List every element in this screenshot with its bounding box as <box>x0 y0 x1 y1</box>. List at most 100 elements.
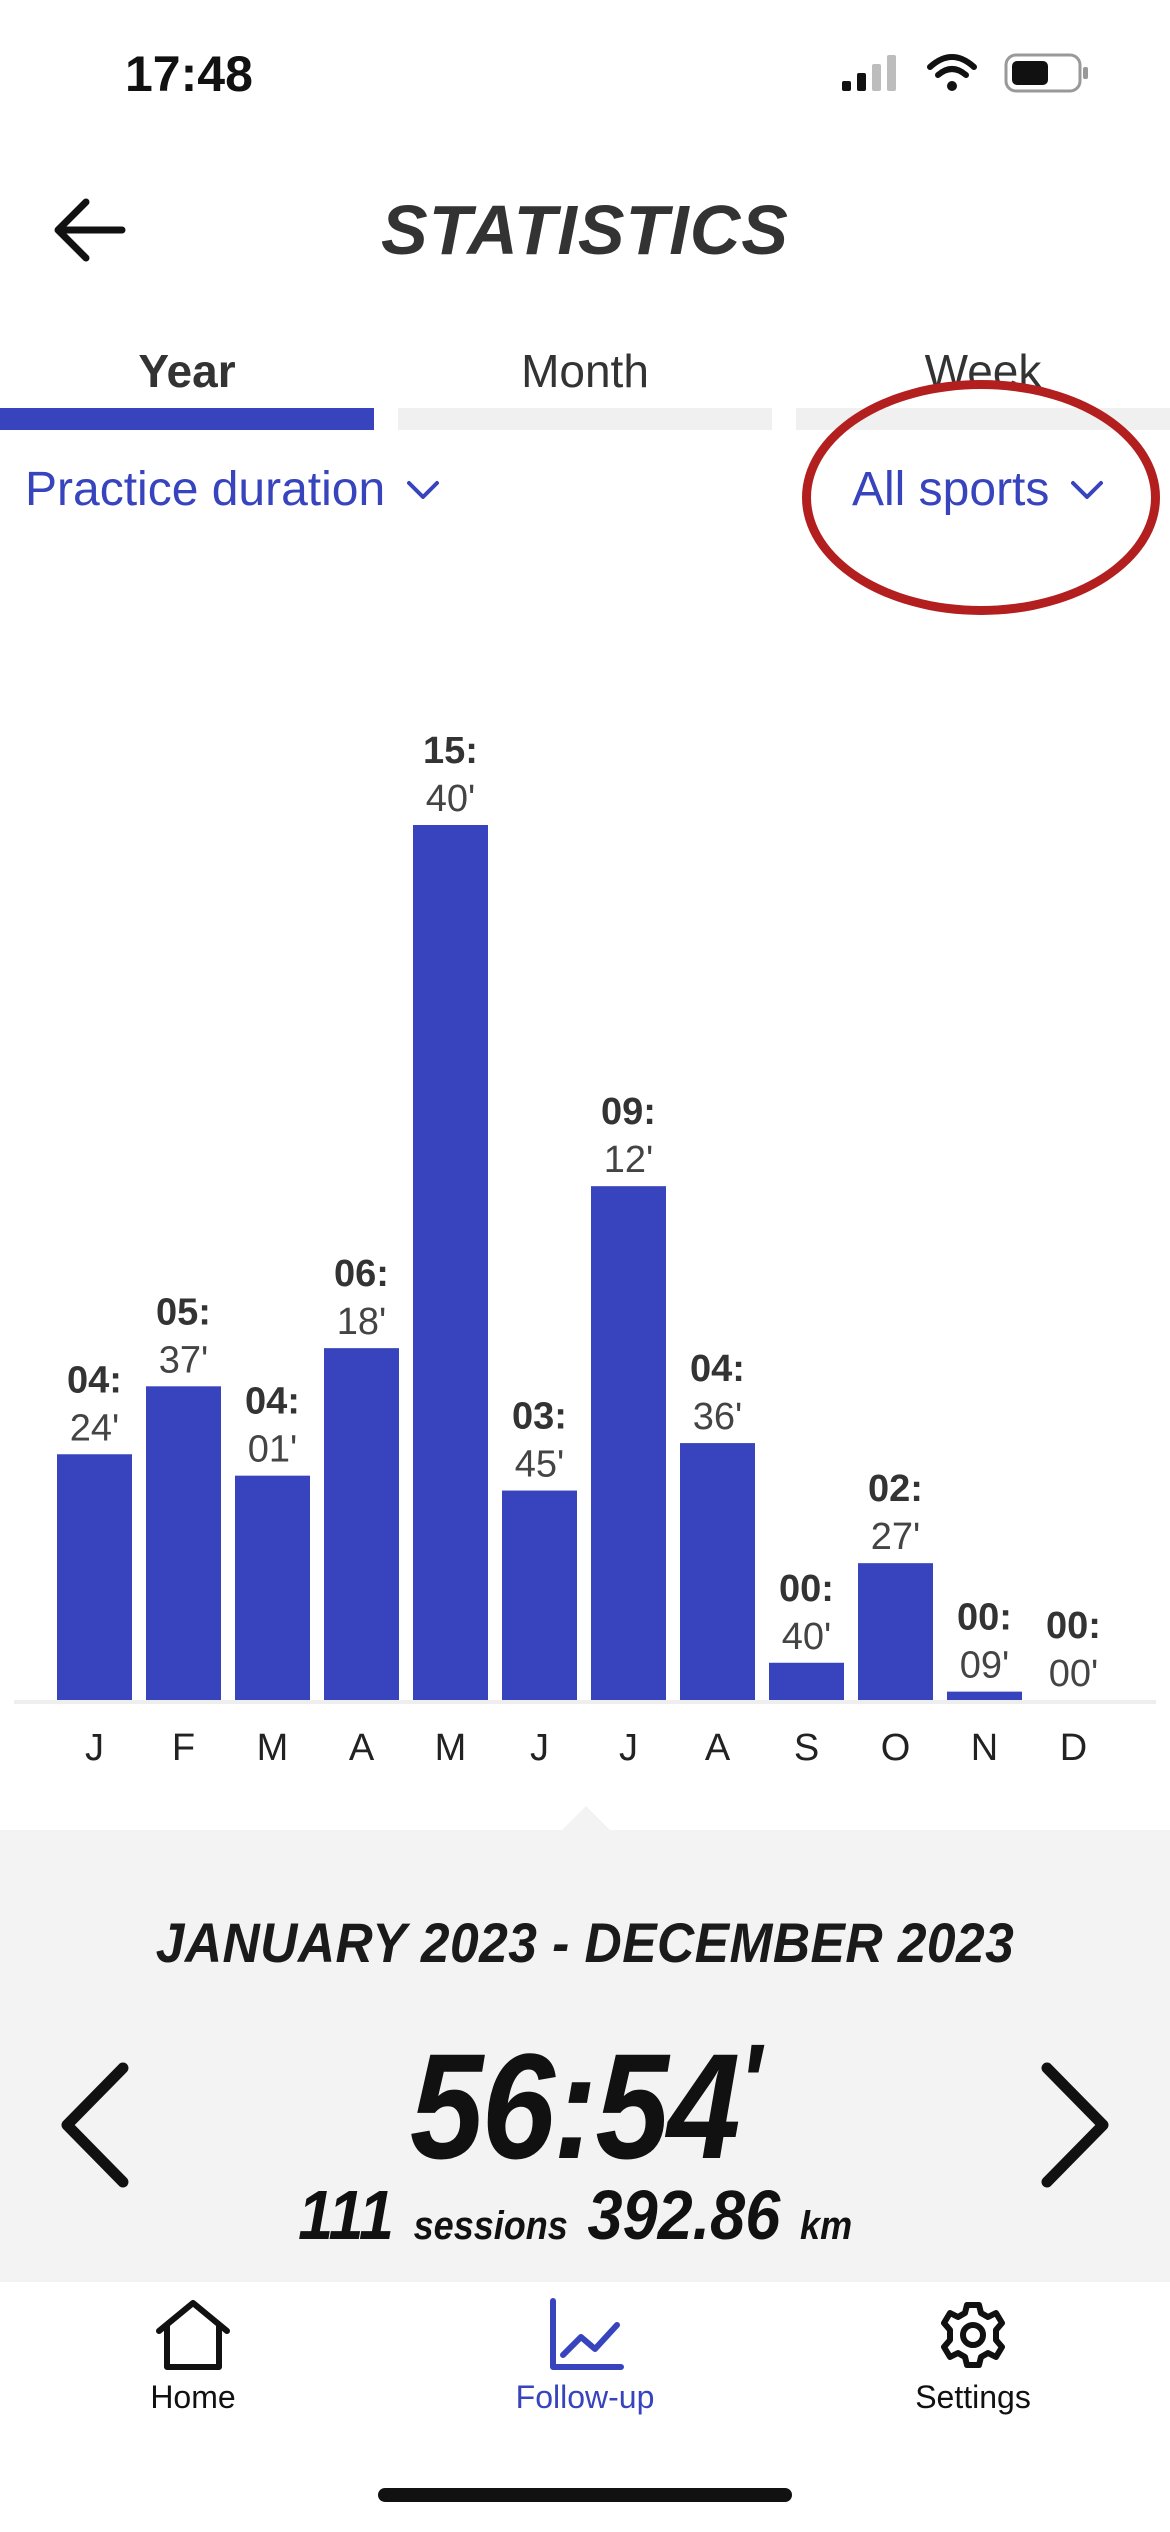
bar-label-minutes-3: 18' <box>337 1301 387 1343</box>
bar-0[interactable] <box>57 1454 132 1700</box>
bar-label-hours-0: 04: <box>67 1359 122 1401</box>
metric-dropdown[interactable]: Practice duration <box>25 462 441 517</box>
bar-label-minutes-8: 40' <box>782 1616 832 1658</box>
nav-home[interactable]: Home <box>73 2297 313 2427</box>
status-time: 17:48 <box>125 46 253 102</box>
bar-1[interactable] <box>146 1386 221 1700</box>
bar-label-hours-4: 15: <box>423 730 478 772</box>
bar-label-minutes-7: 36' <box>693 1396 743 1438</box>
tab-year-indicator <box>0 408 374 430</box>
monthly-duration-chart: 04: 24' J 05: 37' F 04: 01' M 06: 18' A 15: 40' M 03: 45… <box>14 730 1156 1769</box>
status-icons <box>840 52 1090 94</box>
gear-icon <box>941 2302 1005 2368</box>
bar-6[interactable] <box>591 1186 666 1700</box>
bar-label-hours-9: 02: <box>868 1468 923 1510</box>
filters-row: Practice duration All sports <box>0 450 1170 550</box>
nav-follow-up-label: Follow-up <box>515 2379 655 2415</box>
chevron-right-icon <box>1041 2062 1109 2188</box>
bar-label-minutes-6: 12' <box>604 1139 654 1181</box>
nav-home-label: Home <box>150 2379 236 2415</box>
tab-week-indicator <box>796 408 1170 430</box>
period-tabs: Year Month Week <box>0 330 1170 430</box>
tab-year-label: Year <box>138 345 236 397</box>
bar-label-hours-10: 00: <box>957 1597 1012 1639</box>
bar-label-hours-3: 06: <box>334 1253 389 1295</box>
chevron-down-icon <box>407 480 440 499</box>
header: STATISTICS <box>0 170 1170 290</box>
bar-8[interactable] <box>769 1662 844 1700</box>
tab-month[interactable]: Month <box>398 330 772 430</box>
chevron-down-icon <box>1071 480 1104 499</box>
bar-label-hours-7: 04: <box>690 1348 745 1390</box>
status-bar: 17:48 <box>0 0 1170 150</box>
x-tick-label-2: M <box>257 1727 289 1769</box>
summary-notch <box>562 1806 610 1830</box>
nav-settings-label: Settings <box>915 2379 1031 2415</box>
x-tick-label-10: N <box>971 1727 998 1769</box>
bar-label-minutes-4: 40' <box>426 778 476 820</box>
sport-dropdown[interactable]: All sports <box>852 462 1105 517</box>
bar-label-hours-11: 00: <box>1046 1605 1101 1647</box>
sessions-value: 111 <box>298 2176 394 2254</box>
summary-total-suffix: ' <box>738 2022 762 2145</box>
bar-label-minutes-9: 27' <box>871 1516 921 1558</box>
bar-label-minutes-1: 37' <box>159 1339 209 1381</box>
summary-period: JANUARY 2023 - DECEMBER 2023 <box>155 1911 1015 1974</box>
tab-month-indicator <box>398 408 772 430</box>
bar-label-minutes-10: 09' <box>960 1645 1010 1687</box>
bar-label-minutes-5: 45' <box>515 1444 565 1486</box>
bar-2[interactable] <box>235 1475 310 1700</box>
metric-dropdown-label: Practice duration <box>25 463 386 516</box>
distance-unit: km <box>800 2204 853 2248</box>
bar-label-hours-8: 00: <box>779 1568 834 1610</box>
bar-5[interactable] <box>502 1490 577 1700</box>
x-tick-label-5: J <box>530 1727 549 1769</box>
battery-icon <box>1004 53 1088 93</box>
bar-label-hours-2: 04: <box>245 1381 300 1423</box>
sessions-label: sessions <box>413 2204 568 2248</box>
x-tick-label-0: J <box>85 1727 104 1769</box>
previous-period-button[interactable] <box>50 2055 140 2195</box>
page-title: STATISTICS <box>381 191 789 269</box>
summary-total-duration: 56:54' <box>70 2020 1100 2193</box>
nav-settings[interactable]: Settings <box>853 2297 1093 2427</box>
next-period-button[interactable] <box>1030 2055 1120 2195</box>
x-tick-label-3: A <box>349 1727 375 1769</box>
bar-4[interactable] <box>413 825 488 1700</box>
bar-label-minutes-11: 00' <box>1049 1653 1099 1695</box>
summary-stats: 111 sessions 392.86 km <box>59 2175 1112 2255</box>
x-tick-label-6: J <box>619 1727 638 1769</box>
bar-3[interactable] <box>324 1348 399 1700</box>
tab-week[interactable]: Week <box>796 330 1170 430</box>
bar-label-hours-5: 03: <box>512 1396 567 1438</box>
home-indicator <box>378 2488 792 2502</box>
sport-dropdown-label: All sports <box>852 463 1050 516</box>
home-icon <box>156 2300 230 2370</box>
back-button[interactable] <box>40 180 140 280</box>
x-tick-label-8: S <box>794 1727 819 1769</box>
bar-9[interactable] <box>858 1563 933 1700</box>
chevron-left-icon <box>61 2062 129 2188</box>
signal-icon <box>842 55 896 91</box>
summary-panel: JANUARY 2023 - DECEMBER 2023 56:54' 111 s… <box>0 1806 1170 2282</box>
bar-label-minutes-2: 01' <box>248 1429 298 1471</box>
arrow-left-icon <box>54 198 126 262</box>
tab-month-label: Month <box>521 345 649 397</box>
x-tick-label-4: M <box>435 1727 467 1769</box>
x-tick-label-7: A <box>705 1727 731 1769</box>
x-tick-label-9: O <box>881 1727 911 1769</box>
bar-7[interactable] <box>680 1443 755 1700</box>
distance-value: 392.86 <box>587 2176 781 2254</box>
nav-follow-up[interactable]: Follow-up <box>465 2297 705 2427</box>
bar-label-hours-6: 09: <box>601 1091 656 1133</box>
summary-total-value: 56:54 <box>409 2022 741 2190</box>
wifi-icon <box>927 54 977 91</box>
x-tick-label-1: F <box>172 1727 195 1769</box>
bar-label-minutes-0: 24' <box>70 1407 120 1449</box>
bar-10[interactable] <box>947 1691 1022 1700</box>
x-tick-label-11: D <box>1060 1727 1087 1769</box>
tab-year[interactable]: Year <box>0 330 374 430</box>
tab-week-label: Week <box>924 345 1042 397</box>
chart-icon <box>550 2298 624 2370</box>
bar-label-hours-1: 05: <box>156 1291 211 1333</box>
